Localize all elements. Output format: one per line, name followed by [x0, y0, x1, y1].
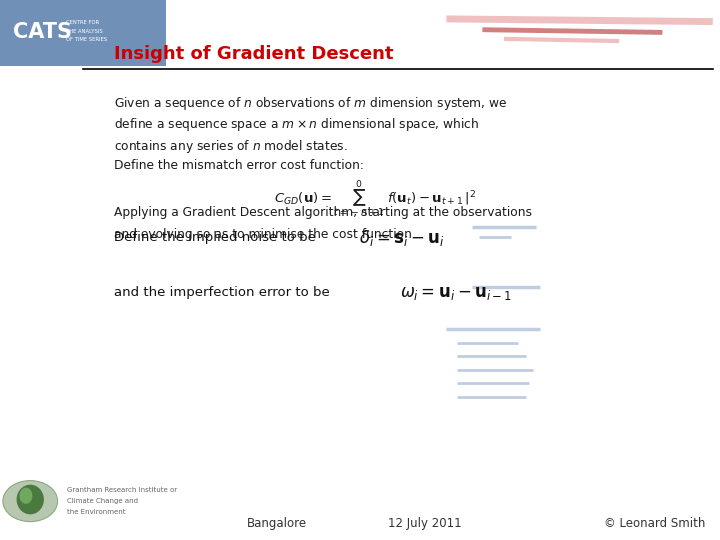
- Text: Climate Change and: Climate Change and: [67, 498, 138, 504]
- Text: THE ANALYSIS: THE ANALYSIS: [66, 29, 103, 34]
- Text: Insight of Gradient Descent: Insight of Gradient Descent: [114, 45, 393, 63]
- FancyBboxPatch shape: [0, 0, 166, 66]
- Circle shape: [3, 481, 58, 522]
- Text: © Leonard Smith: © Leonard Smith: [604, 517, 706, 530]
- Text: Grantham Research Institute or: Grantham Research Institute or: [67, 487, 177, 494]
- Ellipse shape: [17, 485, 44, 514]
- Text: Define the mismatch error cost function:: Define the mismatch error cost function:: [114, 159, 364, 172]
- Text: 12 July 2011: 12 July 2011: [388, 517, 462, 530]
- Text: $\delta_i = \mathbf{s}_i - \mathbf{u}_i$: $\delta_i = \mathbf{s}_i - \mathbf{u}_i$: [359, 227, 444, 248]
- Text: the Environment: the Environment: [67, 509, 125, 515]
- Text: $\omega_i = \mathbf{u}_i - \mathbf{u}_{i-1}$: $\omega_i = \mathbf{u}_i - \mathbf{u}_{i…: [400, 284, 512, 302]
- Text: Define the implied noise to be: Define the implied noise to be: [114, 231, 315, 244]
- Text: and evolving so as to minimise the cost function.: and evolving so as to minimise the cost …: [114, 228, 415, 241]
- Text: Bangalore: Bangalore: [247, 517, 307, 530]
- Text: CENTRE FOR: CENTRE FOR: [66, 20, 99, 25]
- Ellipse shape: [19, 488, 32, 504]
- Text: and the imperfection error to be: and the imperfection error to be: [114, 286, 330, 299]
- Text: $C_{GD}(\mathbf{u}) = \sum_{t=-n+1}^{0}\;  f(\mathbf{u}_t) - \mathbf{u}_{t+1}\, : $C_{GD}(\mathbf{u}) = \sum_{t=-n+1}^{0}\…: [274, 178, 476, 218]
- Text: define a sequence space a $m \times n$ dimensional space, which: define a sequence space a $m \times n$ d…: [114, 116, 479, 133]
- Text: Applying a Gradient Descent algorithm, starting at the observations: Applying a Gradient Descent algorithm, s…: [114, 206, 532, 219]
- Text: Given a sequence of $n$ observations of $m$ dimension system, we: Given a sequence of $n$ observations of …: [114, 94, 508, 111]
- Text: contains any series of $n$ model states.: contains any series of $n$ model states.: [114, 138, 348, 154]
- Text: CATS: CATS: [13, 22, 72, 42]
- Text: OF TIME SERIES: OF TIME SERIES: [66, 37, 107, 43]
